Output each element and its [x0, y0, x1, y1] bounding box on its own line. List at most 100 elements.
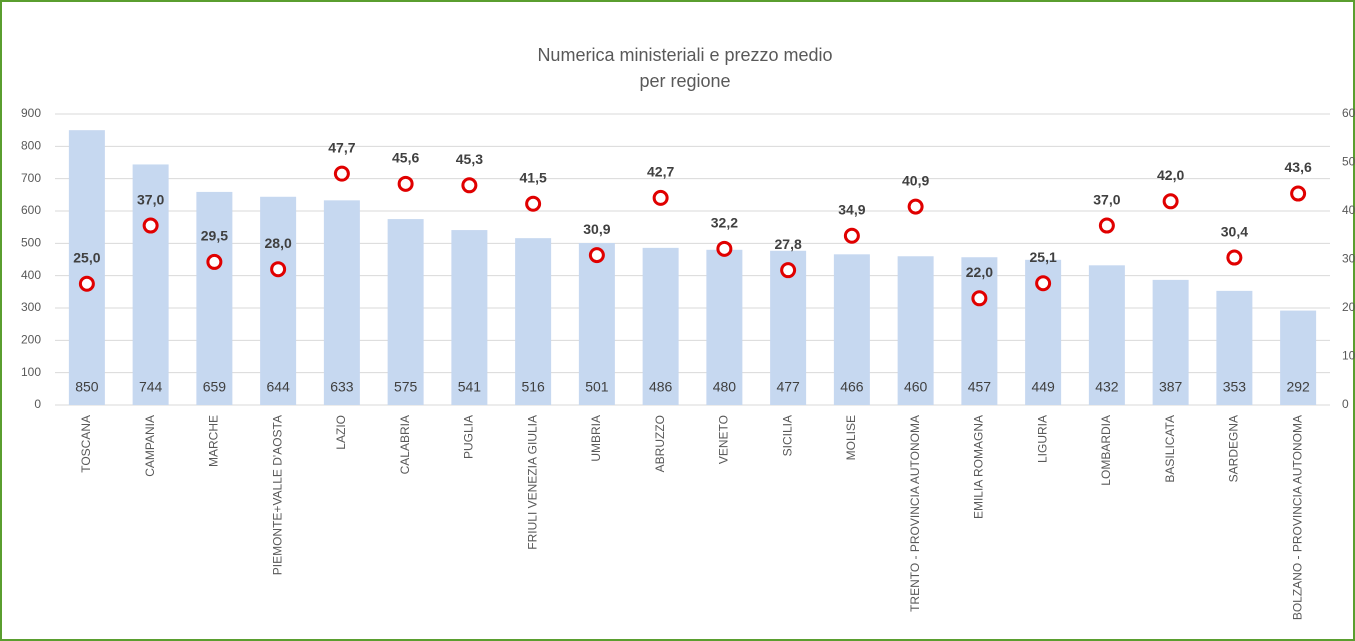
bar: [196, 191, 233, 405]
y-tick-label: 600: [21, 203, 41, 217]
bar-label: 575: [394, 379, 418, 395]
bar-label: 466: [840, 379, 864, 395]
bar-label: 387: [1159, 379, 1183, 395]
point-label: 37,0: [1093, 191, 1120, 207]
point-label: 30,4: [1221, 223, 1248, 239]
point: [843, 227, 860, 244]
bar: [642, 247, 679, 405]
point-label: 32,2: [711, 215, 738, 231]
point: [333, 165, 350, 182]
x-tick-label: CALABRIA: [398, 415, 412, 474]
point: [142, 217, 159, 234]
point: [1035, 275, 1052, 292]
bar: [1280, 310, 1317, 405]
bar-label: 449: [1031, 379, 1055, 395]
bar: [323, 200, 360, 405]
bar-label: 633: [330, 379, 354, 395]
point-label: 42,0: [1157, 167, 1184, 183]
bar-label: 850: [75, 379, 99, 395]
y-tick-label: 200: [21, 333, 41, 347]
point-label: 25,1: [1030, 249, 1057, 265]
point: [461, 177, 478, 194]
point: [780, 262, 797, 279]
x-tick-label: EMILIA ROMAGNA: [972, 415, 986, 519]
bar-label: 644: [266, 379, 290, 395]
point-label: 22,0: [966, 264, 993, 280]
y-tick-label: 400: [21, 268, 41, 282]
point: [588, 247, 605, 264]
y2-tick-label: 20: [1342, 300, 1355, 314]
bar-label: 480: [713, 379, 737, 395]
x-tick-label: VENETO: [717, 415, 731, 464]
bar-label: 541: [458, 379, 482, 395]
x-tick-label: SICILIA: [780, 415, 794, 456]
bar: [260, 196, 297, 405]
y-tick-label: 100: [21, 365, 41, 379]
point: [1290, 185, 1307, 202]
bar-label: 460: [904, 379, 928, 395]
bar: [833, 254, 870, 405]
x-tick-label: LAZIO: [334, 415, 348, 450]
x-tick-label: PIEMONTE+VALLE D'AOSTA: [270, 415, 284, 575]
y2-tick-label: 40: [1342, 203, 1355, 217]
point-label: 25,0: [73, 249, 100, 265]
bar: [132, 164, 169, 405]
point: [78, 275, 95, 292]
point-label: 41,5: [520, 169, 547, 185]
point-label: 30,9: [583, 221, 610, 237]
x-tick-label: LOMBARDIA: [1099, 415, 1113, 486]
bar-label: 457: [968, 379, 992, 395]
y-tick-label: 900: [21, 106, 41, 120]
bar: [68, 130, 105, 405]
bar-label: 486: [649, 379, 673, 395]
x-tick-label: BASILICATA: [1163, 415, 1177, 483]
point-label: 34,9: [838, 201, 865, 217]
bar-label: 744: [139, 379, 163, 395]
point: [270, 261, 287, 278]
point: [1162, 193, 1179, 210]
bar-label: 477: [776, 379, 800, 395]
point-label: 27,8: [775, 236, 802, 252]
point-label: 45,3: [456, 151, 483, 167]
bar: [706, 249, 743, 405]
x-tick-label: SARDEGNA: [1227, 415, 1241, 482]
bar-label: 659: [203, 379, 227, 395]
point-label: 45,6: [392, 150, 419, 166]
point-label: 43,6: [1285, 159, 1312, 175]
bar: [897, 256, 934, 405]
point: [206, 253, 223, 270]
chart-title: per regione: [639, 71, 730, 91]
point: [971, 290, 988, 307]
y2-tick-label: 50: [1342, 155, 1355, 169]
point-label: 37,0: [137, 191, 164, 207]
y-tick-label: 700: [21, 171, 41, 185]
bar-label: 501: [585, 379, 609, 395]
point-label: 42,7: [647, 164, 674, 180]
bar-label: 516: [521, 379, 545, 395]
x-tick-label: UMBRIA: [589, 415, 603, 462]
point-label: 28,0: [265, 235, 292, 251]
bar: [515, 238, 552, 405]
chart-title: Numerica ministeriali e prezzo medio: [537, 45, 832, 65]
x-tick-label: MARCHE: [207, 415, 221, 467]
y2-tick-label: 0: [1342, 397, 1349, 411]
bar: [578, 243, 615, 405]
x-tick-label: TRENTO - PROVINCIA AUTONOMA: [908, 415, 922, 612]
x-tick-label: LIGURIA: [1035, 415, 1049, 463]
y2-tick-label: 30: [1342, 252, 1355, 266]
bar-label: 353: [1223, 379, 1247, 395]
point: [1098, 217, 1115, 234]
bar-label: 432: [1095, 379, 1119, 395]
x-tick-label: CAMPANIA: [143, 415, 157, 477]
point: [907, 198, 924, 215]
bar-label: 292: [1286, 379, 1310, 395]
bar: [1216, 290, 1253, 405]
x-tick-label: TOSCANA: [79, 415, 93, 473]
bar: [451, 230, 488, 405]
bar: [1088, 265, 1125, 405]
y2-tick-label: 60: [1342, 106, 1355, 120]
y2-tick-label: 10: [1342, 349, 1355, 363]
point: [652, 189, 669, 206]
